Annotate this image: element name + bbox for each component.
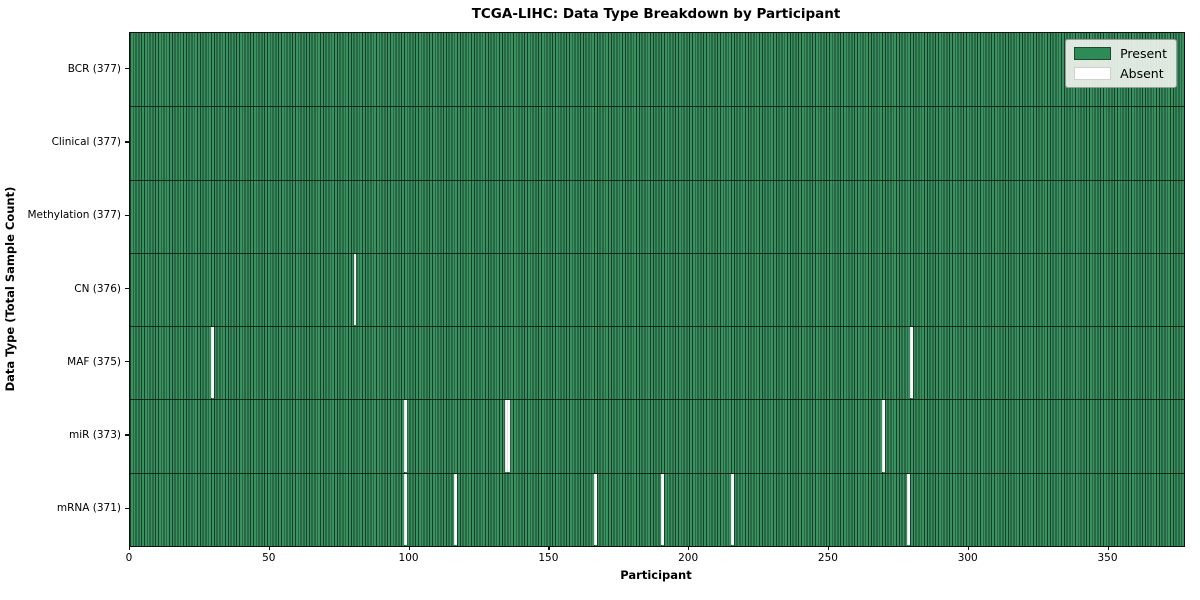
- heatmap-row-cn: [130, 253, 1184, 326]
- heatmap-row-clinical: [130, 106, 1184, 179]
- legend-item-absent: Absent: [1074, 66, 1167, 81]
- absent-cell-marker: [403, 473, 407, 545]
- row-separator: [130, 399, 1184, 401]
- present-swatch-icon: [1074, 47, 1112, 60]
- absent-cell-marker: [507, 400, 511, 472]
- heatmap-row-mir: [130, 399, 1184, 472]
- row-separator: [130, 472, 1184, 474]
- heatmap-row-methylation: [130, 180, 1184, 253]
- x-tick-label-50: 50: [262, 552, 276, 564]
- absent-cell-marker: [661, 473, 664, 545]
- absent-cell-marker: [594, 473, 597, 545]
- y-tick-label-cn: CN (376): [74, 282, 121, 295]
- x-tick-label-0: 0: [125, 552, 133, 564]
- row-separator: [130, 252, 1184, 254]
- x-tick-mark: [827, 546, 830, 550]
- y-tick-label-bcr: BCR (377): [67, 62, 121, 75]
- legend-label-present: Present: [1120, 46, 1167, 61]
- legend: Present Absent: [1065, 39, 1177, 88]
- y-tick-mark: [125, 361, 129, 363]
- x-tick-label-150: 150: [538, 552, 559, 564]
- legend-item-present: Present: [1074, 46, 1167, 61]
- x-tick-label-300: 300: [957, 552, 978, 564]
- absent-cell-marker: [353, 253, 357, 326]
- x-axis-label: Participant: [620, 568, 692, 582]
- absent-cell-marker: [907, 473, 911, 545]
- row-separator: [130, 326, 1184, 328]
- heatmap-row-mrna: [130, 473, 1184, 546]
- y-tick-label-methylation: Methylation (377): [27, 209, 121, 222]
- y-tick-mark: [125, 68, 129, 70]
- absent-cell-marker: [504, 400, 508, 472]
- y-tick-mark: [125, 287, 129, 290]
- plot-area: Present Absent: [129, 32, 1185, 547]
- absent-cell-marker: [882, 400, 885, 472]
- absent-cell-marker: [211, 327, 214, 399]
- y-tick-label-clinical: Clinical (377): [51, 135, 121, 148]
- y-tick-mark: [125, 141, 129, 143]
- x-tick-label-200: 200: [678, 552, 699, 564]
- x-tick-mark: [268, 546, 270, 550]
- x-tick-mark: [967, 546, 969, 550]
- absent-cell-marker: [731, 473, 734, 545]
- absent-swatch-icon: [1074, 67, 1112, 80]
- y-tick-mark: [125, 507, 129, 509]
- absent-cell-marker: [910, 327, 913, 399]
- y-tick-label-mrna: mRNA (371): [56, 502, 121, 515]
- x-tick-label-100: 100: [398, 552, 419, 564]
- x-tick-label-350: 350: [1097, 552, 1118, 564]
- y-tick-label-mir: miR (373): [68, 429, 121, 442]
- x-tick-mark: [688, 546, 690, 550]
- y-tick-label-maf: MAF (375): [67, 355, 121, 368]
- y-tick-mark: [125, 434, 129, 436]
- x-tick-mark: [408, 546, 410, 550]
- x-tick-mark: [1107, 546, 1109, 550]
- row-separator: [130, 106, 1184, 108]
- x-tick-label-250: 250: [817, 552, 838, 564]
- legend-label-absent: Absent: [1120, 66, 1164, 81]
- absent-cell-marker: [454, 473, 458, 545]
- y-tick-mark: [125, 214, 129, 216]
- heatmap-row-maf: [130, 326, 1184, 399]
- x-tick-mark: [129, 546, 131, 550]
- heatmap-row-bcr: [130, 33, 1184, 106]
- chart-title: TCGA-LIHC: Data Type Breakdown by Partic…: [471, 6, 841, 22]
- absent-cell-marker: [403, 400, 407, 472]
- row-separator: [130, 179, 1184, 181]
- x-tick-mark: [548, 546, 550, 550]
